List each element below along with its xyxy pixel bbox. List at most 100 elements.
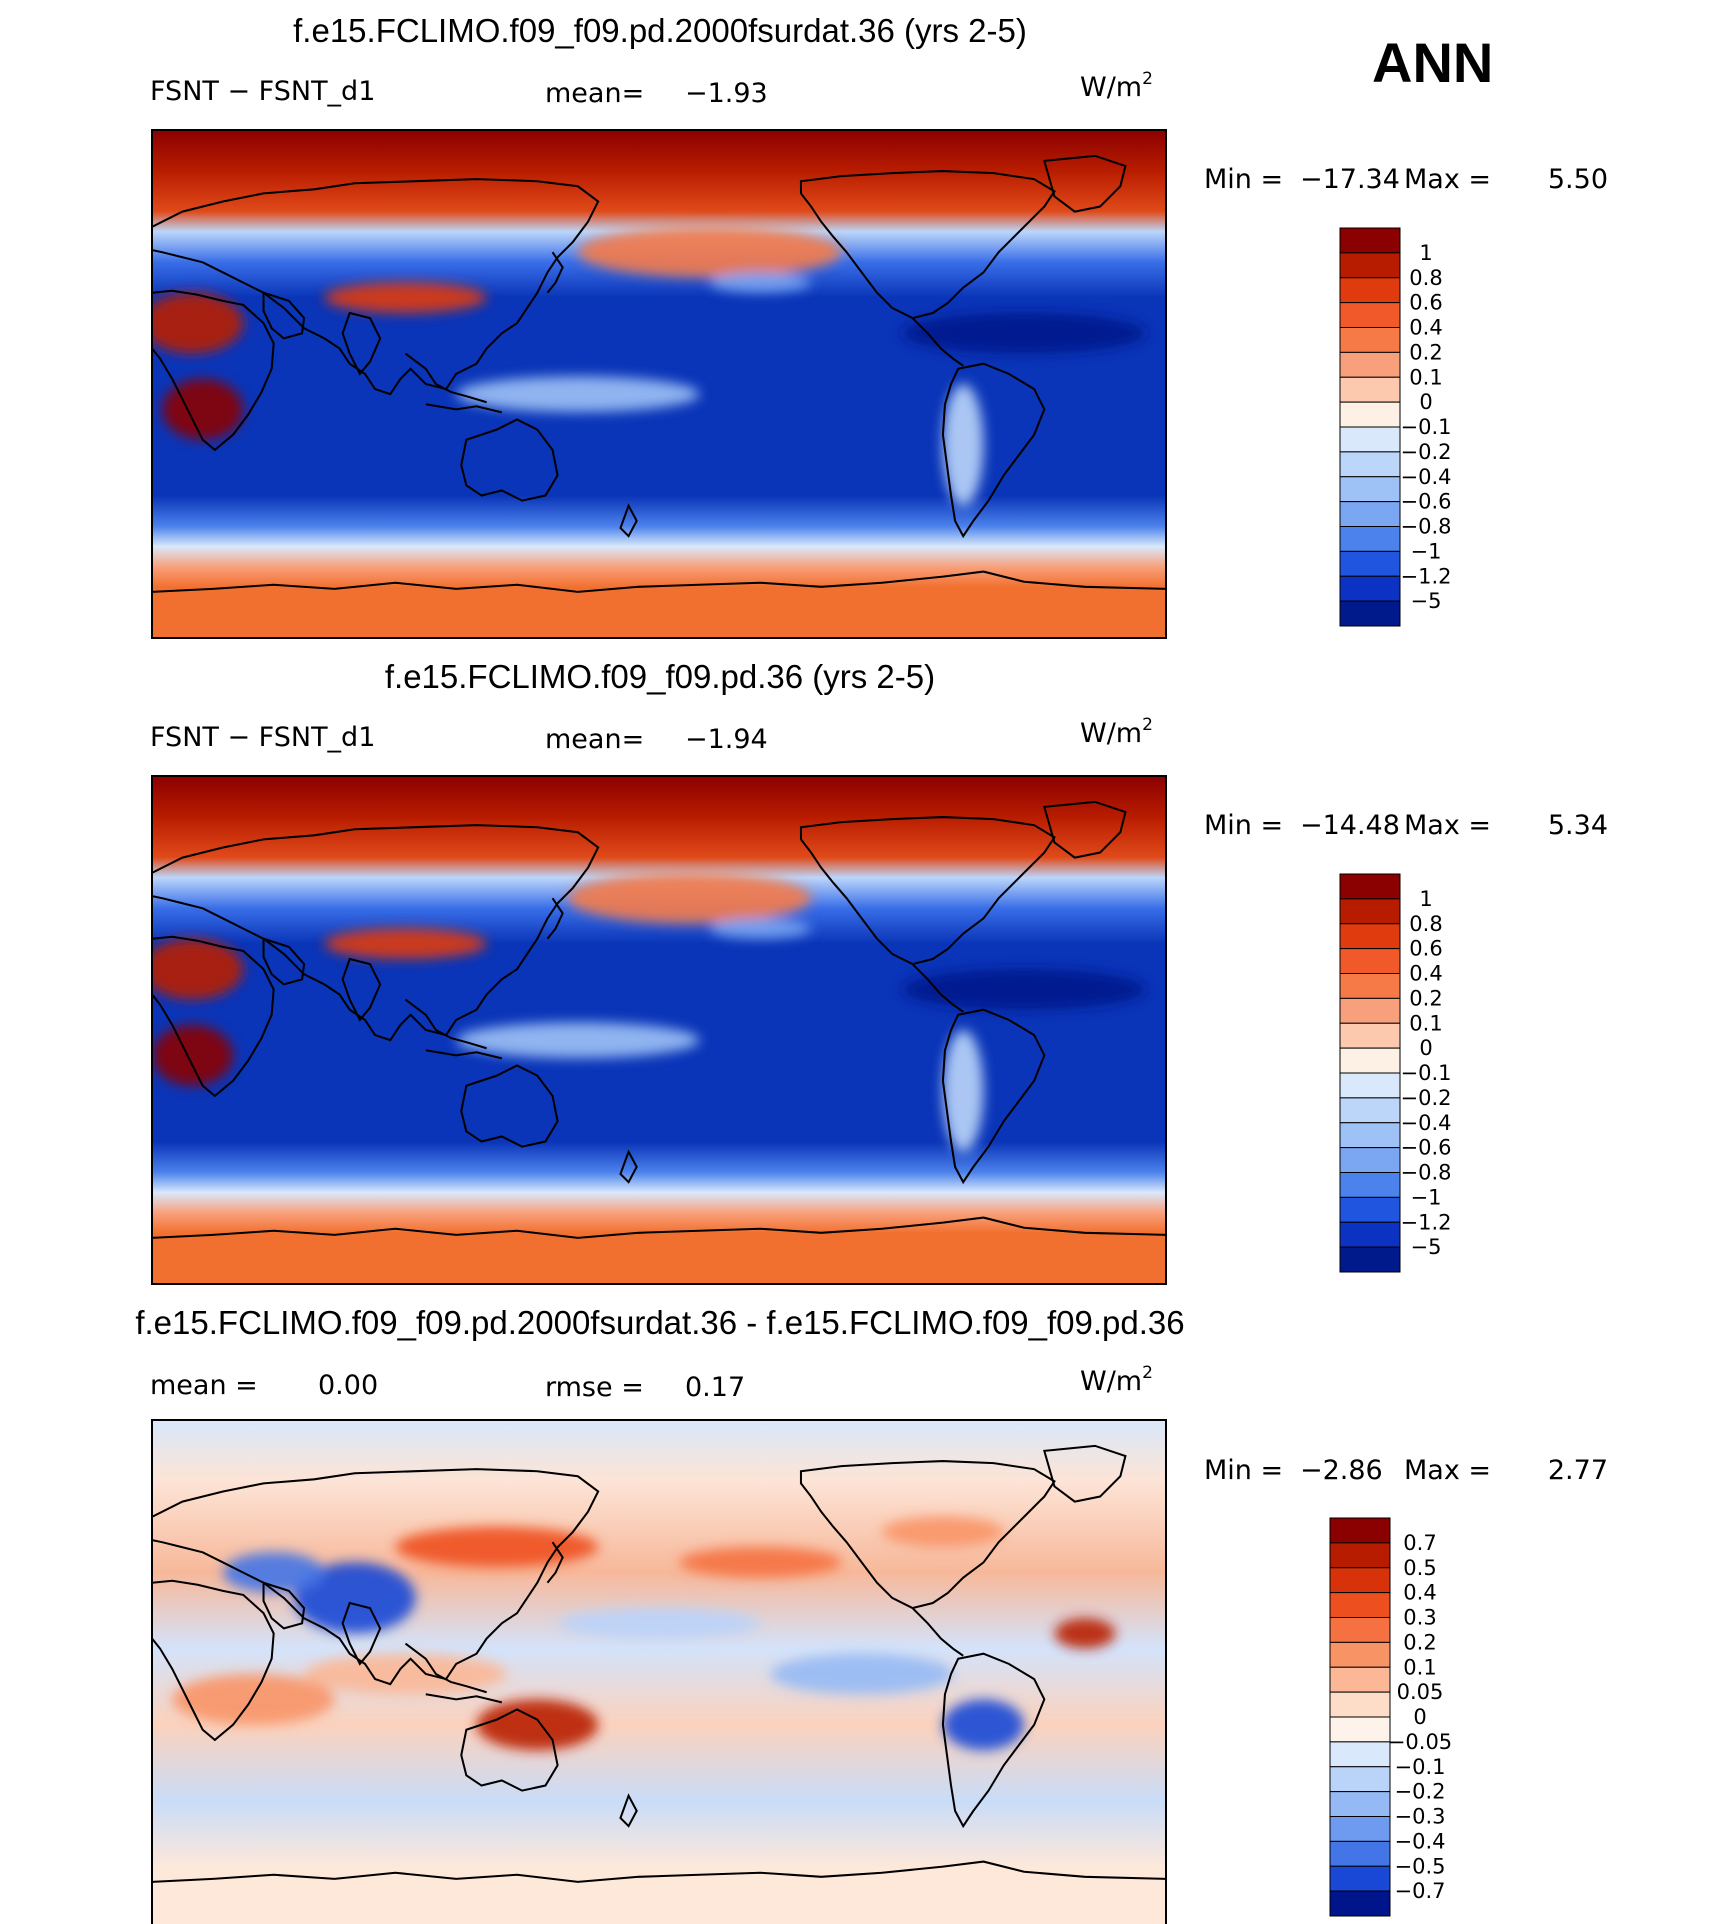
map-frame (151, 775, 1167, 1285)
colorbar-box (1339, 873, 1401, 900)
colorbar-box (1339, 401, 1401, 428)
colorbar-label: −0.4 (1401, 465, 1452, 489)
colorbar-box (1329, 1666, 1391, 1693)
colorbar-box (1329, 1791, 1391, 1817)
colorbar-label: 0.3 (1403, 1606, 1436, 1630)
colorbar-box (1329, 1592, 1391, 1618)
min-label: Min = (1204, 164, 1283, 195)
map-plot (151, 1419, 1167, 1924)
colorbar-label: 0 (1419, 1036, 1432, 1060)
colorbar-box (1339, 948, 1401, 974)
max-label: Max = (1404, 1455, 1491, 1486)
colorbar-box (1339, 252, 1401, 279)
colorbar-box (1339, 997, 1401, 1024)
colorbar-label: 0.4 (1403, 1581, 1436, 1605)
colorbar-box (1329, 1542, 1391, 1569)
colorbar-label: 0.2 (1409, 340, 1442, 364)
colorbar-box (1339, 973, 1401, 999)
colorbar-box (1339, 501, 1401, 527)
colorbar-label: 0 (1419, 390, 1432, 414)
colorbar-box (1339, 327, 1401, 353)
colorbar-label: 0.4 (1409, 962, 1442, 986)
colorbar-label: −0.2 (1401, 1086, 1452, 1110)
panel-left-label: FSNT − FSNT_d1 (150, 76, 375, 107)
colorbar-box (1339, 1246, 1401, 1273)
colorbar-label: 0.5 (1403, 1556, 1436, 1580)
colorbar-box (1339, 476, 1401, 503)
colorbar-box (1339, 600, 1401, 627)
colorbar-box (1339, 1172, 1401, 1198)
colorbar-label: −0.2 (1401, 440, 1452, 464)
colorbar-box (1339, 550, 1401, 577)
colorbar-box (1329, 1517, 1391, 1544)
colorbar-label: −1.2 (1401, 564, 1452, 588)
colorbar-box (1339, 277, 1401, 304)
colorbar-box (1329, 1816, 1391, 1842)
colorbar-box (1339, 1221, 1401, 1248)
colorbar-label: 0.8 (1409, 266, 1442, 290)
panel-stat-value: −1.94 (685, 724, 768, 755)
colorbar-label: 0 (1413, 1705, 1426, 1729)
colorbar-box (1339, 1022, 1401, 1049)
season-label: ANN (1372, 31, 1493, 94)
map-plot (151, 129, 1167, 639)
colorbar: 10.80.60.40.20.10−0.1−0.2−0.4−0.6−0.8−1−… (1339, 227, 1452, 627)
colorbar-box (1329, 1617, 1391, 1643)
colorbar-box (1339, 426, 1401, 453)
panel-units: W/m2 (1080, 715, 1153, 749)
panel-stat-label: mean= (545, 724, 644, 755)
map-frame (151, 129, 1167, 639)
colorbar-label: −0.6 (1401, 1136, 1452, 1160)
colorbar-label: −0.6 (1401, 490, 1452, 514)
colorbar-label: −5 (1411, 1235, 1442, 1259)
colorbar-label: 0.4 (1409, 316, 1442, 340)
colorbar-label: 0.6 (1409, 291, 1442, 315)
colorbar-label: −0.2 (1395, 1780, 1446, 1804)
colorbar-label: 0.8 (1409, 912, 1442, 936)
colorbar-label: 1 (1419, 241, 1432, 265)
colorbar-box (1339, 923, 1401, 950)
max-value: 2.77 (1548, 1455, 1608, 1486)
colorbar-box (1329, 1840, 1391, 1867)
colorbar-box (1339, 451, 1401, 478)
map-frame (151, 1419, 1167, 1924)
colorbar-box (1339, 376, 1401, 403)
panel-left-label: FSNT − FSNT_d1 (150, 722, 375, 753)
colorbar-label: −0.5 (1395, 1854, 1446, 1878)
colorbar-box (1339, 351, 1401, 378)
colorbar-box (1339, 898, 1401, 925)
colorbar-label: −0.1 (1395, 1755, 1446, 1779)
colorbar-label: −0.1 (1401, 415, 1452, 439)
colorbar-box (1329, 1691, 1391, 1718)
colorbar-box (1329, 1766, 1391, 1793)
max-value: 5.50 (1548, 164, 1608, 195)
colorbar-label: 1 (1419, 887, 1432, 911)
panel-title: f.e15.FCLIMO.f09_f09.pd.2000fsurdat.36 -… (135, 1304, 1184, 1341)
colorbar-label: 0.1 (1403, 1655, 1436, 1679)
panel-left-label: mean = (150, 1370, 258, 1401)
colorbar-box (1339, 1147, 1401, 1173)
panel-title: f.e15.FCLIMO.f09_f09.pd.2000fsurdat.36 (… (293, 12, 1027, 49)
map-field (152, 1420, 1166, 1924)
colorbar-box (1339, 227, 1401, 254)
panel-stat-value: −1.93 (685, 78, 768, 109)
colorbar-label: 0.1 (1409, 365, 1442, 389)
colorbar-label: 0.2 (1409, 986, 1442, 1010)
panel-units: W/m2 (1080, 69, 1153, 103)
min-label: Min = (1204, 1455, 1283, 1486)
colorbar-label: −1 (1411, 539, 1442, 563)
map-plot (151, 775, 1167, 1285)
panel-stat-value: 0.17 (685, 1372, 745, 1403)
colorbar-box (1339, 1072, 1401, 1099)
max-label: Max = (1404, 164, 1491, 195)
colorbar-label: −0.8 (1401, 1161, 1452, 1185)
panel-units: W/m2 (1080, 1363, 1153, 1397)
colorbar-box (1329, 1741, 1391, 1768)
panel-stat-label: mean= (545, 78, 644, 109)
colorbar-label: 0.05 (1397, 1680, 1444, 1704)
colorbar-box (1339, 302, 1401, 328)
colorbar-label: 0.1 (1409, 1011, 1442, 1035)
colorbar-label: −0.4 (1395, 1829, 1446, 1853)
colorbar-label: −1.2 (1401, 1210, 1452, 1234)
panel-left-value: 0.00 (318, 1370, 378, 1401)
